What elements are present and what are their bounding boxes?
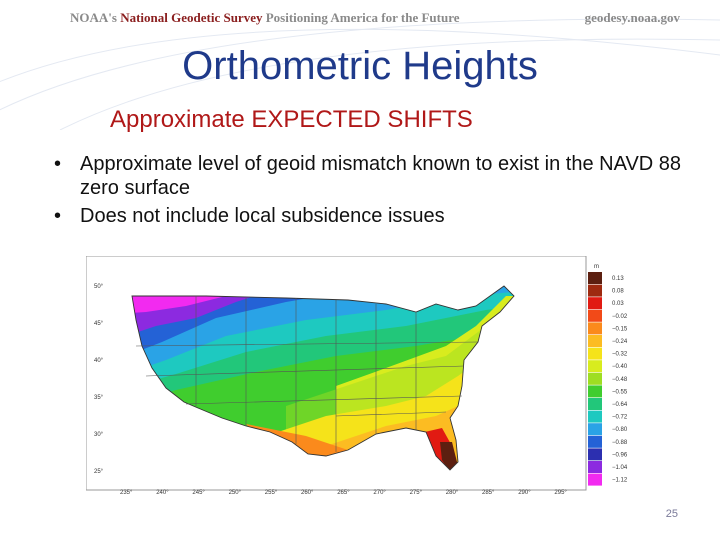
- legend-label: −0.40: [612, 364, 628, 370]
- lat-label: 50°: [94, 284, 104, 290]
- legend-swatch: [588, 372, 602, 385]
- banner-tagline: Positioning America for the Future: [262, 10, 460, 25]
- lon-label: 295°: [554, 490, 567, 496]
- legend-swatch: [588, 410, 602, 423]
- lon-label: 285°: [482, 490, 495, 496]
- slide-title: Orthometric Heights: [182, 44, 538, 88]
- lon-label: 250°: [229, 490, 242, 496]
- legend-swatch: [588, 423, 602, 436]
- page-number: 25: [665, 508, 678, 520]
- bullet-list: • Approximate level of geoid mismatch kno…: [52, 152, 692, 232]
- lon-label: 235°: [120, 490, 133, 496]
- lon-label: 280°: [446, 490, 459, 496]
- lat-label: 45°: [94, 321, 104, 327]
- legend-swatch: [588, 360, 602, 373]
- legend-swatch: [588, 448, 602, 461]
- bullet-item: • Does not include local subsidence issue…: [52, 204, 692, 228]
- legend-label: 0.08: [612, 289, 624, 295]
- bullet-item: • Approximate level of geoid mismatch kno…: [52, 152, 692, 200]
- lat-label: 30°: [94, 432, 104, 438]
- agency-banner: NOAA's National Geodetic Survey Position…: [70, 10, 460, 26]
- legend-swatch: [588, 347, 602, 360]
- lon-label: 245°: [192, 490, 205, 496]
- lon-label: 275°: [410, 490, 423, 496]
- bullet-text: Does not include local subsidence issues: [80, 205, 445, 227]
- bullet-dot-icon: •: [54, 205, 62, 227]
- lat-label: 25°: [94, 469, 104, 475]
- legend-label: −0.15: [612, 326, 628, 332]
- legend-swatch: [588, 272, 602, 284]
- legend-swatch: [588, 297, 602, 310]
- lon-label: 255°: [265, 490, 278, 496]
- legend-unit: m: [594, 264, 599, 270]
- state-borders: [131, 285, 515, 471]
- slide-subtitle: Approximate EXPECTED SHIFTS: [110, 106, 473, 133]
- legend-swatch: [588, 335, 602, 347]
- legend-label: −0.72: [612, 415, 628, 421]
- geoid-shift-map: 50° 45° 40° 35° 30° 25° 235° 240° 245° 250°…: [86, 256, 628, 496]
- legend-swatch: [588, 322, 602, 335]
- bullet-dot-icon: •: [54, 153, 62, 175]
- legend-label: −0.96: [612, 452, 628, 458]
- legend-label: 0.03: [612, 301, 624, 307]
- legend-label: −0.64: [612, 402, 628, 408]
- legend-swatch: [588, 461, 602, 473]
- legend-swatch: [588, 435, 602, 448]
- legend-label: −0.24: [612, 339, 628, 345]
- lon-label: 240°: [156, 490, 169, 496]
- lon-label: 260°: [301, 490, 314, 496]
- legend-label: −0.55: [612, 389, 628, 395]
- legend-swatch: [588, 398, 602, 410]
- banner-prefix: NOAA's: [70, 10, 121, 25]
- legend-swatch: [588, 385, 602, 398]
- legend-swatch: [588, 473, 602, 486]
- lat-axis: 50° 45° 40° 35° 30° 25°: [94, 284, 104, 475]
- legend-label: −0.88: [612, 440, 628, 446]
- lat-label: 40°: [94, 358, 104, 364]
- bullet-text: Approximate level of geoid mismatch know…: [80, 153, 682, 199]
- legend-label: 0.13: [612, 276, 624, 282]
- legend-swatch: [588, 284, 602, 297]
- swirl-decoration-icon: [0, 18, 720, 130]
- legend-label: −0.48: [612, 377, 628, 383]
- lon-label: 290°: [518, 490, 531, 496]
- lon-label: 265°: [337, 490, 350, 496]
- lat-label: 35°: [94, 395, 104, 401]
- banner-agency: National Geodetic Survey: [120, 10, 263, 25]
- legend-label: −1.12: [612, 478, 628, 484]
- legend-label: −0.32: [612, 352, 628, 358]
- lon-label: 270°: [373, 490, 386, 496]
- legend-swatch: [588, 309, 602, 322]
- banner-website: geodesy.noaa.gov: [584, 10, 680, 25]
- legend-label: −0.80: [612, 427, 628, 433]
- legend-label: −0.02: [612, 314, 628, 320]
- legend-label: −1.04: [612, 465, 628, 471]
- header-banner: NOAA's National Geodetic Survey Position…: [0, 0, 720, 130]
- lon-axis: 235° 240° 245° 250° 255° 260° 265° 270° 275° 280°…: [120, 490, 567, 496]
- color-legend: 0.13 0.08 0.03 −0.02 −0.15 −0.24 −0.32 −0.40 −0.…: [588, 272, 628, 486]
